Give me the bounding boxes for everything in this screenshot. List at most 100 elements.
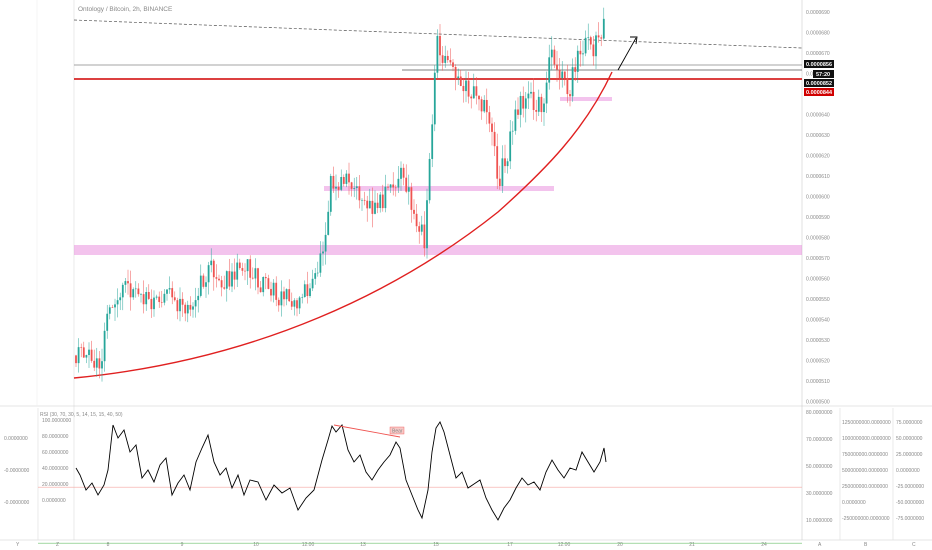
resistance-label-bg <box>804 88 834 96</box>
time-tick-label: 20 <box>617 542 623 548</box>
candle-body <box>439 35 441 56</box>
rsi-left-tick: 60.0000000 <box>42 450 69 456</box>
candle-body <box>210 260 213 266</box>
candle-body <box>553 49 556 65</box>
candle-body <box>569 94 571 97</box>
candle-body <box>470 96 473 99</box>
rsi-left-tick: 20.0000000 <box>42 482 69 488</box>
candle-body <box>277 299 280 306</box>
candle-body <box>137 288 140 295</box>
candle-body <box>140 294 142 295</box>
candle-body <box>418 226 421 232</box>
candle-body <box>108 307 111 314</box>
candle-body <box>556 64 558 70</box>
price-tick-label: 0.0000640 <box>806 113 830 119</box>
candle-body <box>103 330 106 362</box>
price-tick-label: 0.0000600 <box>806 195 830 201</box>
candle-body <box>251 277 254 279</box>
candle-body <box>517 109 519 115</box>
candle-body <box>431 124 434 159</box>
candle-body <box>558 69 561 79</box>
projection-arrowhead <box>630 36 638 45</box>
candle-body <box>233 271 236 280</box>
candle-body <box>267 278 270 289</box>
candle-body <box>537 96 540 112</box>
candle-body <box>319 253 322 273</box>
rsi-right-tick: 70.0000000 <box>806 437 833 443</box>
candle-body <box>207 265 210 283</box>
rsi-right2-tick: 500000000.0000000 <box>842 468 888 474</box>
rsi-right2-tick: 250000000.0000000 <box>842 484 888 490</box>
support-zone-lower <box>74 245 802 255</box>
candle-body <box>236 262 239 280</box>
candle-body <box>228 271 231 287</box>
candle-body <box>322 251 324 254</box>
candle-body <box>163 293 166 303</box>
time-tick-label: 15 <box>433 542 439 548</box>
candle-body <box>498 178 501 187</box>
candle-body <box>332 175 335 189</box>
candle-body <box>212 260 215 278</box>
candle-body <box>306 284 309 297</box>
candle-body <box>519 95 522 115</box>
candle-body <box>342 176 345 184</box>
rsi-right3-tick: 25.0000000 <box>896 452 923 458</box>
candle-body <box>475 86 478 96</box>
candle-body <box>371 200 374 214</box>
rsi-right2-tick: -250000000.0000000 <box>842 516 890 522</box>
candle-body <box>166 289 168 294</box>
candle-body <box>392 184 395 188</box>
candle-body <box>85 355 88 358</box>
rsi-right3-tick: 0.0000000 <box>896 468 920 474</box>
candle-body <box>459 76 462 86</box>
candle-body <box>467 80 470 97</box>
candle-body <box>246 259 249 272</box>
candle-body <box>147 292 150 299</box>
candle-body <box>155 296 158 298</box>
candle-body <box>472 86 475 99</box>
rsi-right3-tick: -75.0000000 <box>896 516 924 522</box>
candle-body <box>275 282 278 300</box>
candle-body <box>384 186 387 209</box>
candle-body <box>579 50 582 55</box>
candle-body <box>436 35 439 73</box>
candle-body <box>145 292 148 305</box>
candle-body <box>483 99 486 112</box>
price-tick-label: 0.0000540 <box>806 318 830 324</box>
price-label-2: 0.0000852 <box>806 81 832 87</box>
rsi-right3-tick: -25.0000000 <box>896 484 924 490</box>
candle-body <box>394 187 397 189</box>
candle-body <box>80 347 83 348</box>
candle-body <box>264 277 267 279</box>
time-tick-label: 12:00 <box>558 542 571 548</box>
candle-body <box>150 298 153 310</box>
candle-body <box>116 300 119 305</box>
candle-body <box>311 278 314 289</box>
candle-body <box>189 304 192 310</box>
candle-body <box>153 297 155 310</box>
rsi-left-tick: 40.0000000 <box>42 466 69 472</box>
support-zone-top <box>560 97 612 101</box>
candle-body <box>75 355 77 364</box>
candle-body <box>241 268 244 271</box>
candle-body <box>303 284 306 298</box>
candle-body <box>257 268 259 288</box>
candle-body <box>215 277 218 279</box>
candle-body <box>132 289 135 298</box>
candle-body <box>134 288 137 290</box>
candle-body <box>374 202 376 214</box>
candle-body <box>280 291 283 306</box>
candle-body <box>493 131 496 147</box>
candle-body <box>293 300 296 307</box>
rsi-right2-tick: 0.0000000 <box>842 500 866 506</box>
price-tick-label: 0.0000620 <box>806 154 830 160</box>
candle-body <box>444 55 447 63</box>
candle-body <box>171 288 174 298</box>
candle-body <box>545 82 548 104</box>
rsi-right3-tick: -50.0000000 <box>896 500 924 506</box>
candle-body <box>506 161 509 167</box>
price-tick-label: 0.0000680 <box>806 31 830 37</box>
candle-body <box>324 234 327 252</box>
price-tick-label: 0.0000630 <box>806 133 830 139</box>
rsi-left-tick: 80.0000000 <box>42 434 69 440</box>
